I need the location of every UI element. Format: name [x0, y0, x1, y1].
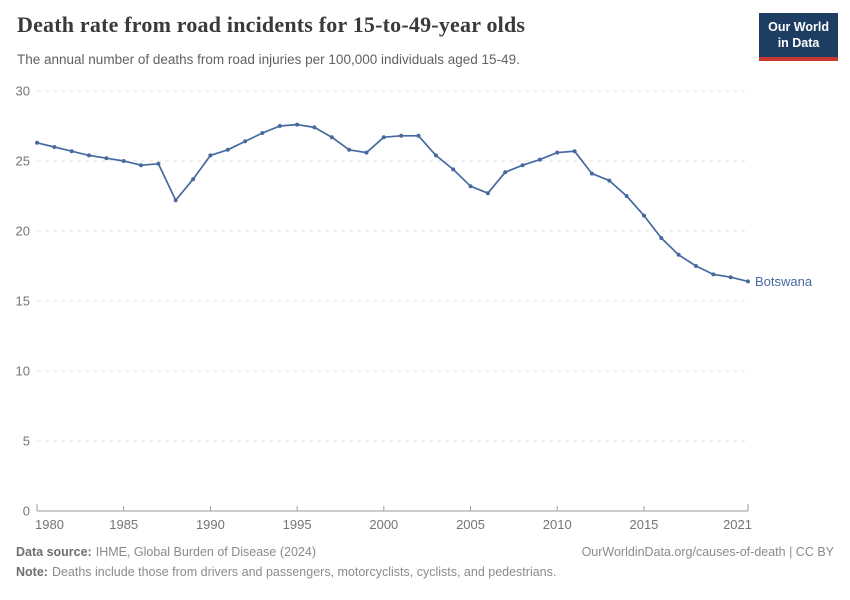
y-axis-label: 0	[23, 504, 30, 519]
data-point[interactable]	[728, 275, 733, 280]
x-axis-label: 2021	[723, 517, 752, 532]
data-point[interactable]	[243, 139, 248, 144]
data-point[interactable]	[121, 159, 126, 163]
y-axis-label: 30	[16, 84, 30, 99]
data-point[interactable]	[624, 194, 629, 198]
data-point[interactable]	[485, 191, 490, 196]
data-point[interactable]	[589, 171, 594, 176]
data-point[interactable]	[260, 131, 265, 135]
data-point[interactable]	[381, 135, 386, 140]
data-point[interactable]	[537, 157, 542, 162]
chart-note: Note: Deaths include those from drivers a…	[16, 565, 834, 579]
data-point[interactable]	[329, 135, 334, 140]
data-point[interactable]	[225, 147, 230, 152]
x-axis-label: 1995	[283, 517, 312, 532]
data-point[interactable]	[364, 150, 369, 155]
y-axis-label: 25	[16, 154, 30, 169]
page-title: Death rate from road incidents for 15-to…	[17, 12, 526, 37]
note-text: Deaths include those from drivers and pa…	[51, 565, 557, 579]
x-axis-label: 2000	[369, 517, 398, 532]
entity-label: Botswana	[755, 274, 813, 289]
data-point[interactable]	[642, 213, 646, 218]
owid-logo: Our World in Data	[759, 13, 838, 62]
attribution-link[interactable]: OurWorldinData.org/causes-of-death | CC …	[581, 545, 834, 559]
data-point[interactable]	[676, 252, 681, 257]
data-source: Data source: IHME, Global Burden of Disea…	[16, 545, 316, 559]
data-point[interactable]	[173, 198, 178, 203]
data-point[interactable]	[520, 163, 525, 168]
data-point[interactable]	[503, 170, 508, 175]
y-axis-label: 20	[16, 224, 30, 239]
data-point[interactable]	[52, 145, 57, 149]
note-label: Note:	[16, 565, 48, 579]
data-point[interactable]	[277, 124, 282, 128]
data-point[interactable]	[191, 177, 196, 182]
x-axis-label: 1985	[109, 517, 138, 532]
x-axis-label: 2010	[543, 517, 572, 532]
x-axis-label: 2005	[456, 517, 485, 532]
y-axis-label: 10	[16, 364, 30, 379]
data-point[interactable]	[295, 122, 300, 127]
data-point[interactable]	[659, 236, 664, 240]
x-axis-label: 1990	[196, 517, 225, 532]
data-point[interactable]	[607, 178, 612, 183]
data-point[interactable]	[746, 279, 750, 284]
data-point[interactable]	[416, 133, 421, 138]
data-source-label: Data source:	[16, 545, 92, 559]
data-point[interactable]	[711, 272, 716, 277]
data-point[interactable]	[347, 147, 352, 152]
data-point[interactable]	[312, 125, 317, 130]
data-point[interactable]	[694, 264, 698, 268]
y-axis-label: 5	[23, 434, 30, 449]
data-point[interactable]	[468, 184, 473, 189]
data-point[interactable]	[451, 167, 456, 172]
data-point[interactable]	[104, 156, 109, 161]
data-point[interactable]	[433, 153, 438, 158]
data-point[interactable]	[139, 163, 143, 168]
data-line	[36, 123, 749, 283]
data-point[interactable]	[399, 133, 404, 138]
data-point[interactable]	[208, 153, 213, 158]
data-point[interactable]	[572, 149, 577, 154]
data-point[interactable]	[87, 153, 91, 158]
logo-line1: Our World	[768, 20, 829, 34]
chart-footer: Data source: IHME, Global Burden of Disea…	[16, 545, 834, 579]
y-axis-label: 15	[16, 294, 30, 309]
data-source-text: IHME, Global Burden of Disease (2024)	[95, 545, 316, 559]
data-point[interactable]	[156, 161, 161, 166]
data-point[interactable]	[69, 149, 74, 154]
chart-subtitle: The annual number of deaths from road in…	[17, 52, 520, 67]
data-point[interactable]	[35, 140, 39, 145]
data-point[interactable]	[555, 150, 560, 155]
x-axis-label: 2015	[629, 517, 658, 532]
x-axis-label: 1980	[35, 517, 64, 532]
logo-line2: in Data	[777, 35, 820, 50]
